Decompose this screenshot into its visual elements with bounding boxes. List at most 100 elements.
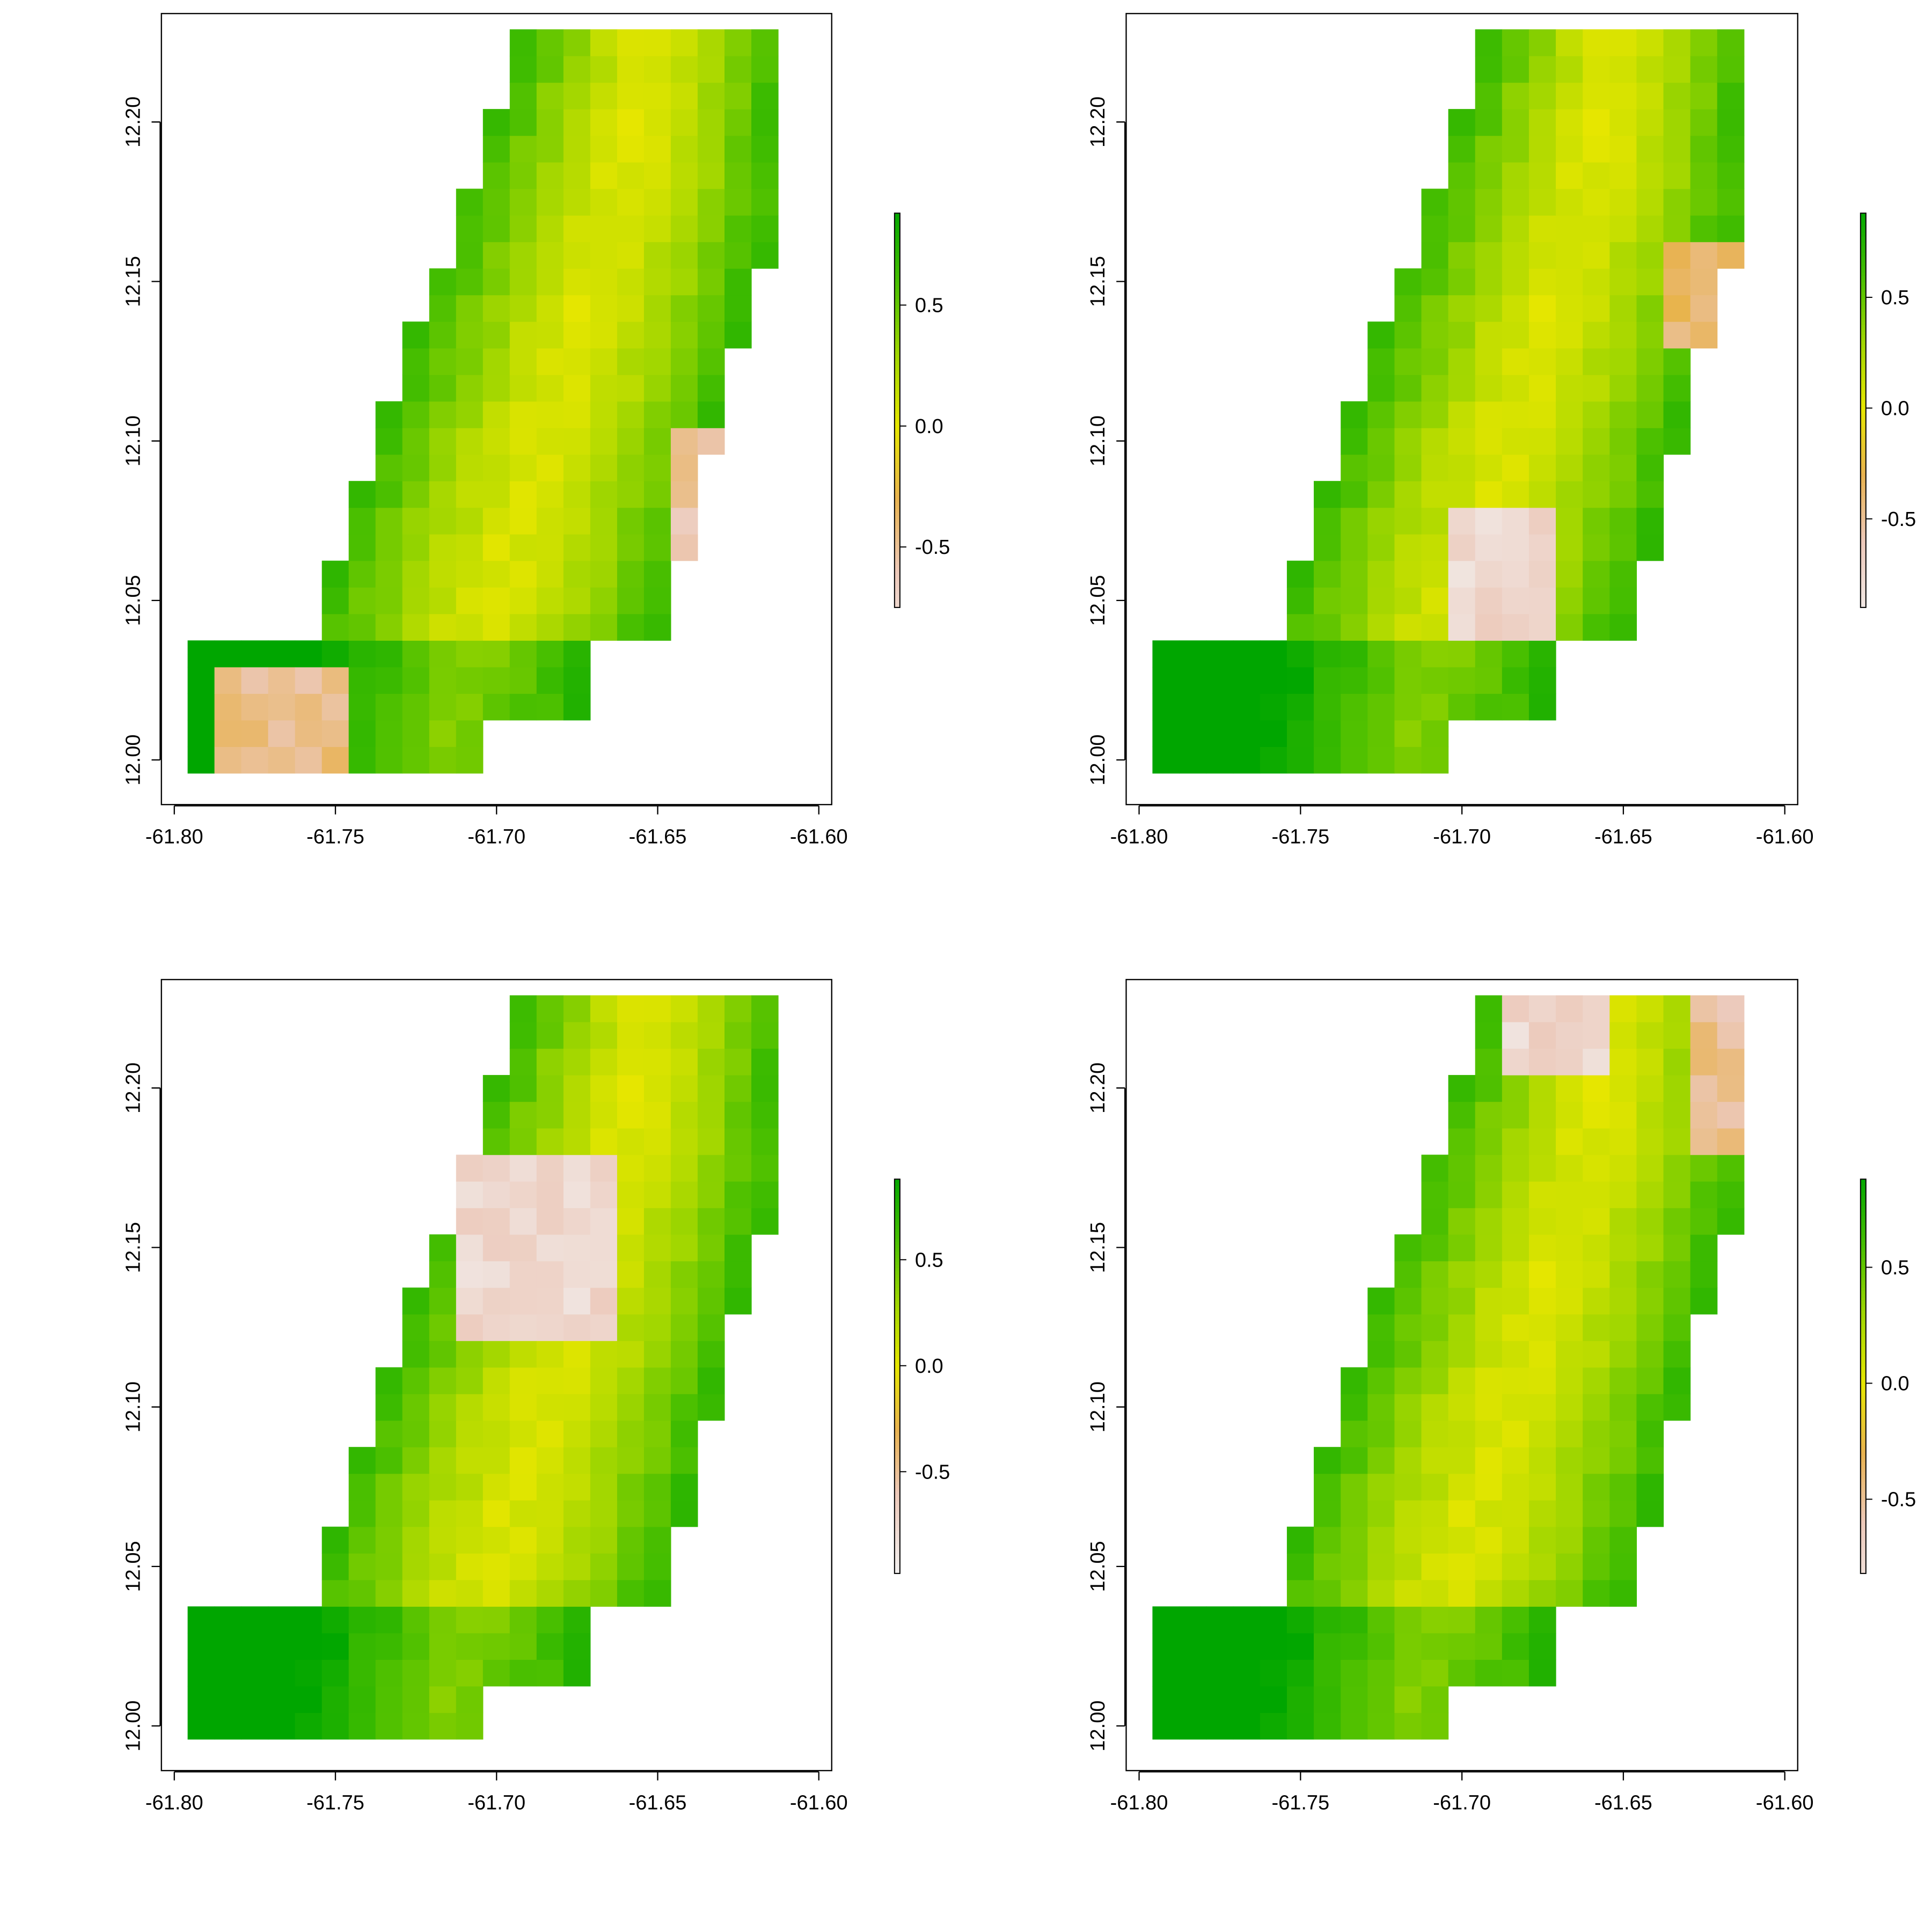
raster-cell [1475, 215, 1503, 243]
raster-cell [482, 1075, 510, 1102]
colorbar-segment [894, 1268, 900, 1272]
raster-cell [1609, 1367, 1637, 1394]
colorbar-segment [894, 486, 900, 490]
colorbar-segment [894, 243, 900, 246]
raster-cell [1636, 507, 1664, 535]
colorbar-segment [1860, 345, 1866, 348]
raster-cell [1528, 295, 1556, 322]
colorbar-segment [1860, 423, 1866, 427]
raster-cell [1475, 995, 1503, 1022]
raster-cell [1448, 295, 1476, 322]
colorbar-segment [894, 371, 900, 375]
raster-cell [482, 241, 510, 269]
raster-cell [1609, 1128, 1637, 1155]
raster-cell [697, 428, 725, 455]
raster-cell [751, 1128, 779, 1155]
colorbar-segment [894, 269, 900, 273]
raster-cell [1636, 1101, 1664, 1129]
raster-cell [1502, 1553, 1529, 1580]
raster-cell [456, 321, 484, 349]
raster-cell [1502, 241, 1529, 269]
colorbar-segment [894, 404, 900, 407]
raster-cell [1502, 188, 1529, 216]
raster-cell [375, 720, 403, 747]
raster-cell [1502, 1659, 1529, 1687]
raster-cell [1394, 1686, 1422, 1713]
raster-cell [590, 295, 618, 322]
colorbar-segment [894, 1198, 900, 1203]
raster-cell [670, 1075, 698, 1102]
raster-cell [482, 1394, 510, 1421]
raster-cell [697, 1234, 725, 1262]
colorbar-segment [1860, 357, 1866, 362]
colorbar-segment [894, 213, 900, 217]
raster-cell [1314, 587, 1341, 614]
colorbar-segment [894, 410, 900, 414]
colorbar-segment [1860, 1498, 1866, 1502]
raster-cell [1690, 1234, 1718, 1262]
raster-cell [617, 587, 645, 614]
colorbar-segment [1860, 387, 1866, 391]
raster-cell [536, 135, 564, 163]
y-tick-label: 12.10 [1087, 415, 1109, 466]
raster-cell [536, 109, 564, 136]
raster-cell [1233, 667, 1261, 694]
colorbar-segment [1860, 509, 1866, 513]
colorbar-segment [894, 1215, 900, 1219]
raster-cell [1556, 1526, 1583, 1554]
raster-cell [295, 1713, 323, 1740]
raster-cell [1502, 454, 1529, 481]
colorbar-segment [894, 377, 900, 381]
raster-cell [563, 613, 591, 641]
raster-cell [563, 1606, 591, 1634]
colorbar-segment [894, 1547, 900, 1551]
raster-cell [402, 1447, 430, 1474]
colorbar-segment [894, 1458, 900, 1462]
raster-cell [509, 1473, 537, 1501]
colorbar-segment [1860, 410, 1866, 414]
colorbar-segment [894, 1238, 900, 1242]
colorbar-segment [1860, 1563, 1866, 1568]
raster-cell [1636, 1420, 1664, 1447]
raster-cell [1528, 1553, 1556, 1580]
raster-cell [375, 1606, 403, 1634]
colorbar-segment [1860, 351, 1866, 355]
colorbar-segment [1860, 1209, 1866, 1212]
raster-cell [1260, 1633, 1287, 1660]
raster-cell [429, 693, 457, 721]
raster-cell [1717, 1075, 1745, 1102]
colorbar-segment [894, 298, 900, 303]
raster-cell [509, 1075, 537, 1102]
raster-cell [402, 1579, 430, 1607]
raster-cell [1528, 1633, 1556, 1660]
colorbar-segment [1860, 226, 1866, 230]
raster-cell [1233, 720, 1261, 747]
raster-cell [402, 587, 430, 614]
colorbar-segment [1860, 1432, 1866, 1436]
raster-cell [268, 1633, 296, 1660]
raster-cell [617, 56, 645, 83]
raster-cell [751, 56, 779, 83]
colorbar-tick-label: 0.0 [915, 1355, 943, 1378]
raster-cell [751, 1022, 779, 1049]
colorbar-segment [1860, 1248, 1866, 1252]
colorbar-tick-label: 0.5 [1881, 287, 1909, 309]
raster-cell [375, 1500, 403, 1527]
raster-cell [670, 348, 698, 375]
raster-cell [563, 1447, 591, 1474]
raster-cell [590, 1181, 618, 1209]
raster-cell [751, 82, 779, 109]
colorbar-segment [1860, 1520, 1866, 1525]
colorbar-tick-label: -0.5 [1881, 1489, 1916, 1511]
raster-cell [509, 613, 537, 641]
raster-cell [375, 1367, 403, 1394]
colorbar-segment [894, 279, 900, 283]
raster-cell [670, 1500, 698, 1527]
raster-cell [1475, 481, 1503, 508]
raster-cell [1502, 82, 1529, 109]
raster-cell [670, 295, 698, 322]
raster-cell [429, 348, 457, 375]
raster-cell [241, 1633, 269, 1660]
raster-cell [348, 560, 376, 588]
colorbar-segment [1860, 1317, 1866, 1321]
